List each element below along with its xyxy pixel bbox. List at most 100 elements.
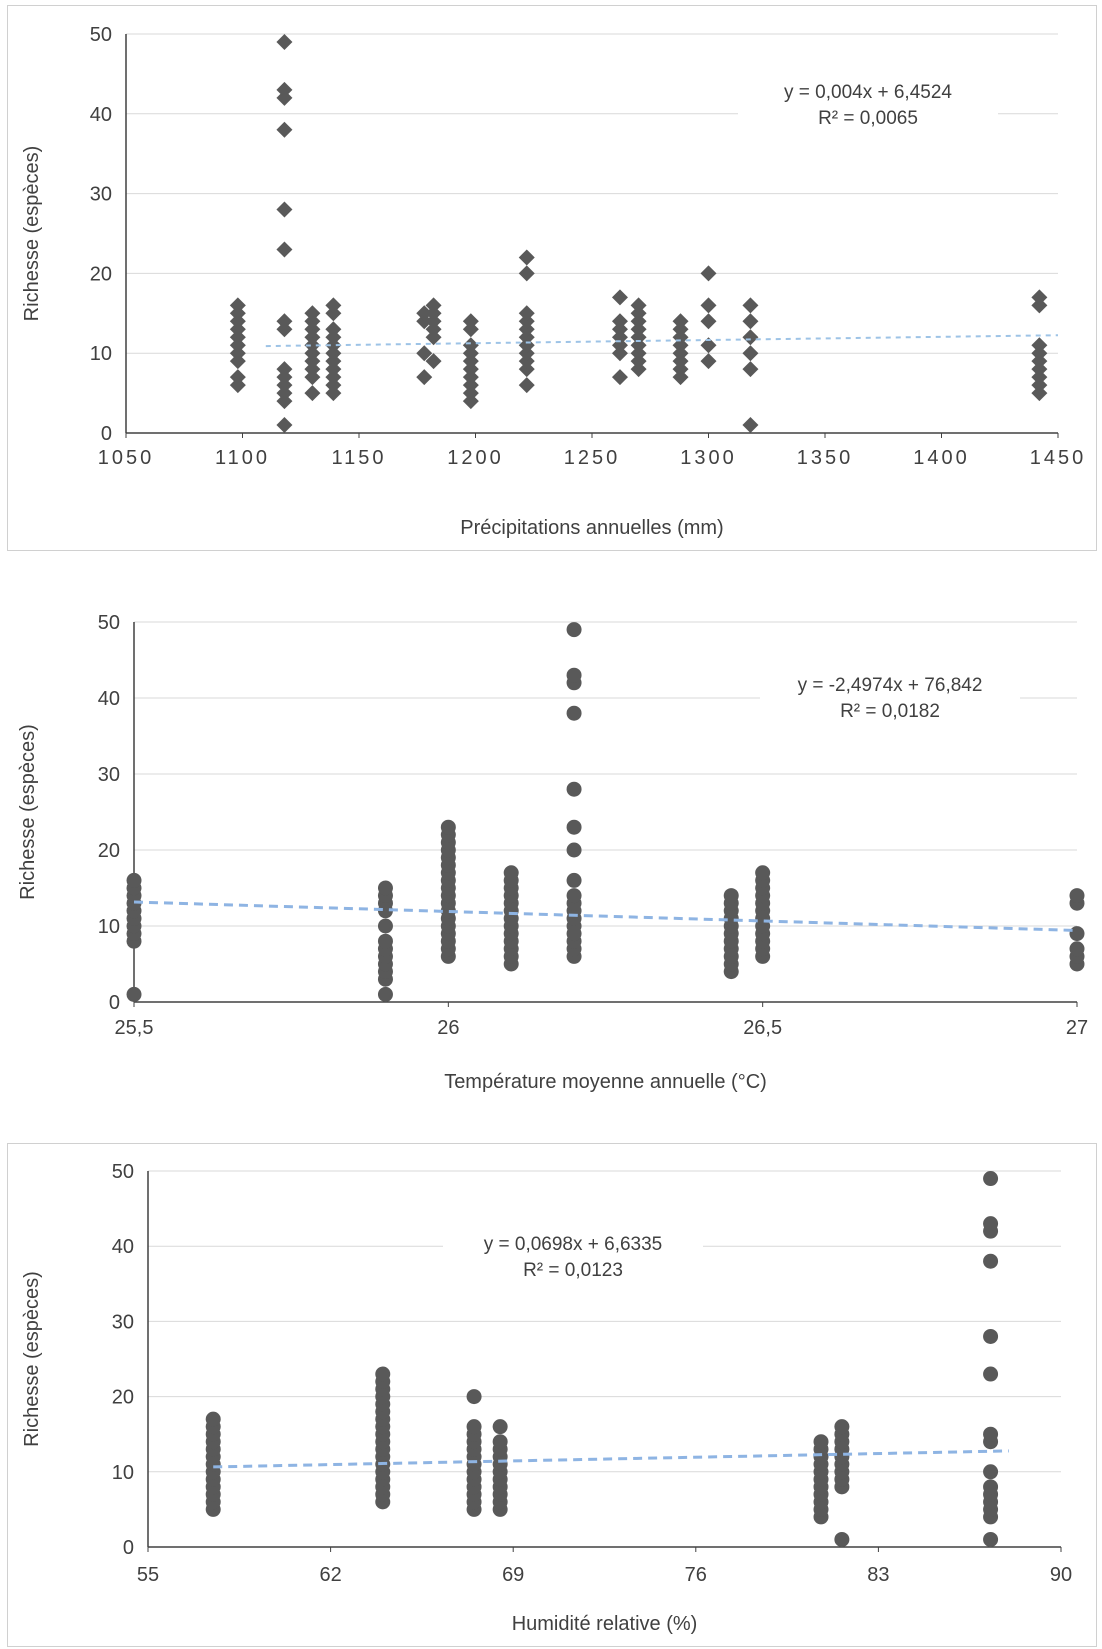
data-point xyxy=(983,1171,999,1187)
y-tick-label: 40 xyxy=(98,688,120,710)
x-tick-label: 1050 xyxy=(98,447,155,469)
data-point xyxy=(1031,337,1048,354)
data-point xyxy=(742,417,759,434)
data-point xyxy=(566,888,582,904)
data-point xyxy=(700,353,717,370)
data-point xyxy=(492,1419,508,1435)
data-point xyxy=(126,986,142,1002)
data-point xyxy=(742,329,759,346)
data-point xyxy=(377,933,393,949)
data-point xyxy=(377,986,393,1002)
data-point xyxy=(205,1411,221,1427)
data-point xyxy=(1031,289,1048,306)
r-squared-label: R² = 0,0182 xyxy=(840,701,940,722)
data-point xyxy=(425,297,442,314)
y-tick-label: 10 xyxy=(112,1462,134,1484)
x-tick-label: 90 xyxy=(1050,1564,1072,1586)
equation-background xyxy=(738,74,998,130)
y-tick-label: 0 xyxy=(123,1537,134,1559)
x-tick-label: 76 xyxy=(685,1564,707,1586)
y-tick-label: 20 xyxy=(98,840,120,862)
data-point xyxy=(566,667,582,683)
trendline-equation: y = 0,0698x + 6,6335 xyxy=(484,1234,663,1255)
x-axis-title: Humidité relative (%) xyxy=(512,1613,698,1635)
x-tick-label: 1450 xyxy=(1030,447,1087,469)
data-point xyxy=(276,121,293,138)
trendline xyxy=(265,334,1059,348)
data-point xyxy=(276,201,293,218)
trendline xyxy=(133,900,1078,932)
data-point xyxy=(1069,888,1085,904)
data-point xyxy=(566,819,582,835)
data-point xyxy=(440,819,456,835)
equation-background xyxy=(443,1226,703,1282)
data-point xyxy=(983,1253,999,1269)
data-point xyxy=(983,1479,999,1495)
data-point xyxy=(276,313,293,330)
data-point xyxy=(566,872,582,888)
data-point xyxy=(834,1419,850,1435)
chart-panel-humidity: 0 10 20 30 40 50 55 62 69 76 83 90 y = 0,0698x + 6,6… xyxy=(7,1143,1097,1647)
r-squared-label: R² = 0,0123 xyxy=(523,1260,623,1281)
x-tick-label: 55 xyxy=(137,1564,159,1586)
data-point xyxy=(566,842,582,858)
data-point xyxy=(742,313,759,330)
data-point xyxy=(611,313,628,330)
x-tick-label: 1200 xyxy=(447,447,504,469)
data-point xyxy=(983,1426,999,1442)
trendline-equation: y = -2,4974x + 76,842 xyxy=(798,675,983,696)
y-tick-label: 50 xyxy=(90,24,112,46)
data-point xyxy=(566,705,582,721)
data-point xyxy=(416,305,433,322)
y-tick-label: 20 xyxy=(90,263,112,285)
data-point xyxy=(983,1531,999,1547)
data-point xyxy=(518,249,535,266)
data-point xyxy=(462,337,479,354)
y-tick-label: 10 xyxy=(90,343,112,365)
y-tick-label: 50 xyxy=(112,1161,134,1183)
data-point xyxy=(813,1434,829,1450)
chart-panel-precipitation: 0 10 20 30 40 50 1050 1100 1150 1200 1250 1300 1350 1… xyxy=(7,5,1097,551)
y-tick-label: 0 xyxy=(101,423,112,445)
data-point xyxy=(503,865,519,881)
data-point xyxy=(425,353,442,370)
data-point xyxy=(983,1464,999,1480)
data-point xyxy=(755,865,771,881)
data-point xyxy=(983,1216,999,1232)
x-tick-label: 62 xyxy=(319,1564,341,1586)
data-point xyxy=(416,345,433,362)
data-point xyxy=(276,81,293,98)
data-point xyxy=(276,361,293,378)
data-point xyxy=(325,297,342,314)
y-tick-label: 10 xyxy=(98,916,120,938)
y-tick-label: 30 xyxy=(90,184,112,206)
data-point xyxy=(742,361,759,378)
y-tick-label: 0 xyxy=(109,992,120,1014)
chart-panel-temperature: 0 10 20 30 40 50 25,5 26 26,5 27 y = -2,4974x + 76… xyxy=(0,585,1102,1120)
data-point xyxy=(462,313,479,330)
data-point xyxy=(700,313,717,330)
data-point xyxy=(518,305,535,322)
y-tick-label: 40 xyxy=(90,104,112,126)
data-point xyxy=(1069,941,1085,957)
y-tick-label: 30 xyxy=(112,1311,134,1333)
x-tick-label: 1400 xyxy=(913,447,970,469)
x-tick-label: 26,5 xyxy=(743,1017,782,1039)
data-point xyxy=(229,297,246,314)
y-tick-label: 40 xyxy=(112,1236,134,1258)
x-tick-label: 1150 xyxy=(331,447,386,469)
x-tick-label: 83 xyxy=(867,1564,889,1586)
x-tick-label: 69 xyxy=(502,1564,524,1586)
data-point xyxy=(611,369,628,386)
y-axis-title: Richesse (espèces) xyxy=(17,724,39,900)
data-point xyxy=(126,872,142,888)
data-point xyxy=(742,345,759,362)
chart-precipitation: 0 10 20 30 40 50 1050 1100 1150 1200 1250 1300 1350 1… xyxy=(21,24,1087,539)
x-tick-label: 1250 xyxy=(564,447,621,469)
data-point xyxy=(700,337,717,354)
data-point xyxy=(276,417,293,434)
data-point xyxy=(983,1328,999,1344)
data-point xyxy=(466,1389,482,1405)
data-point xyxy=(229,369,246,386)
data-point xyxy=(983,1366,999,1382)
